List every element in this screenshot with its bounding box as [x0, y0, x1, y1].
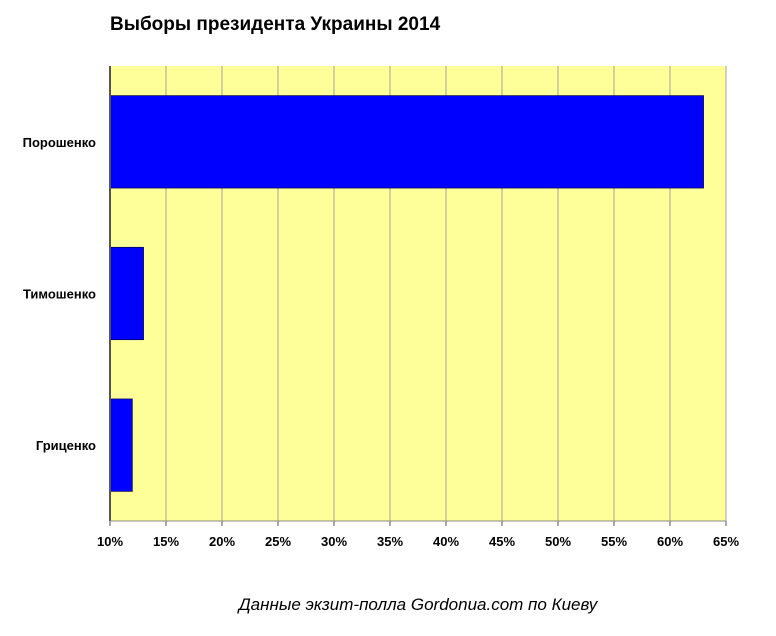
x-tick-label: 40% [433, 534, 459, 549]
chart-title: Выборы президента Украины 2014 [110, 14, 441, 35]
x-tick-label: 60% [657, 534, 683, 549]
chart-caption: Данные экзит-полла Gordonua.com по Киеву [238, 595, 598, 614]
axes [109, 66, 726, 522]
x-tick-label: 45% [489, 534, 515, 549]
category-label: Порошенко [23, 135, 96, 150]
x-tick-label: 10% [97, 534, 123, 549]
bar [109, 95, 704, 189]
x-tick-labels: 10% 15% 20% 25% 30% 35% 40% 45% 50% 55% 60% 65% [97, 534, 739, 549]
x-tick-label: 65% [713, 534, 739, 549]
category-label: Гриценко [36, 438, 96, 453]
x-tick-label: 25% [265, 534, 291, 549]
category-labels: Порошенко Тимошенко Гриценко [23, 135, 96, 453]
bars [109, 95, 704, 492]
x-tick-label: 30% [321, 534, 347, 549]
bar [109, 246, 144, 341]
bar [109, 398, 133, 492]
category-label: Тимошенко [23, 287, 96, 302]
x-tick-label: 35% [377, 534, 403, 549]
x-tick-label: 55% [601, 534, 627, 549]
x-tick-label: 50% [545, 534, 571, 549]
x-tick-label: 15% [153, 534, 179, 549]
x-tick-label: 20% [209, 534, 235, 549]
